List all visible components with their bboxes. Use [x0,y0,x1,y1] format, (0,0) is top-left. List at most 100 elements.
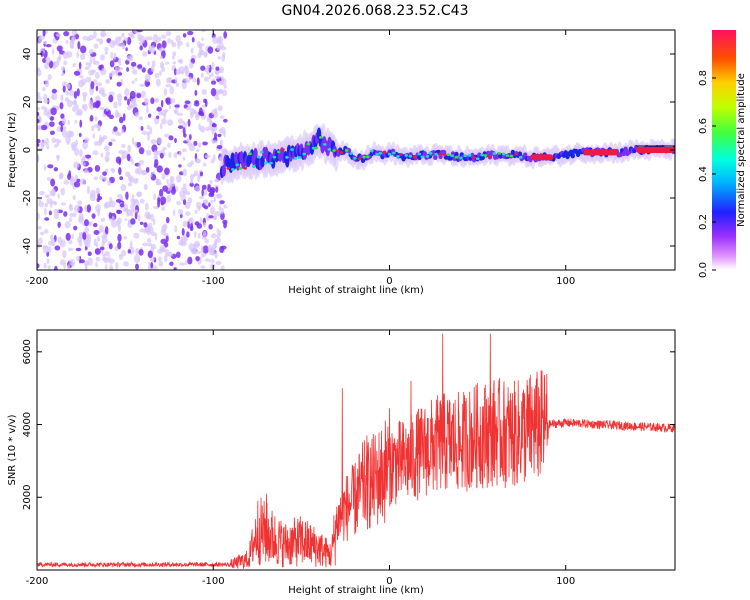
noise-blob [166,195,171,203]
noise-blob [65,90,70,96]
noise-blob [131,66,135,70]
noise-blob [177,118,184,124]
noise-blob [132,69,138,75]
noise-blob [219,246,225,254]
noise-blob [96,38,100,42]
noise-blob [205,126,210,132]
noise-blob [217,105,223,112]
noise-blob [43,93,48,101]
noise-blob [154,72,160,79]
noise-blob [95,242,99,248]
noise-blob [75,247,82,252]
noise-blob [200,265,206,269]
noise-blob [203,76,210,82]
noise-blob [98,89,104,94]
noise-blob [221,89,228,97]
ridge-hotspot [442,153,447,157]
noise-blob [114,130,120,136]
noise-blob [51,48,55,55]
noise-blob [192,77,197,83]
noise-blob [143,183,148,191]
noise-blob [195,110,199,118]
noise-blob [187,256,193,265]
noise-blob [57,139,62,144]
noise-blob [154,159,159,166]
noise-blob [171,42,177,48]
noise-blob [37,92,41,97]
noise-blob [80,45,87,54]
noise-blob [72,212,77,218]
ridge-hotspot [446,153,451,157]
noise-blob [176,112,184,116]
noise-blob [220,265,225,270]
ridge-hotspot [514,152,519,156]
noise-blob [129,176,135,184]
ridge-hotspot [487,155,492,159]
ridge-hotspot [375,153,379,156]
ridge-hotspot [362,155,366,159]
noise-blob [126,55,132,62]
noise-blob [37,95,42,102]
noise-blob [217,133,222,138]
noise-blob [48,210,52,216]
noise-blob [87,251,92,256]
noise-blob [98,224,104,233]
noise-blob [68,89,75,97]
noise-blob [182,156,186,161]
noise-blob [161,67,166,73]
noise-blob [143,222,148,228]
noise-blob [191,37,195,43]
noise-blob [162,185,168,192]
noise-blob [126,98,130,106]
noise-blob [37,225,42,230]
noise-blob [161,40,167,49]
ridge-hotspot [281,148,285,152]
noise-blob [63,31,70,37]
noise-blob [198,123,201,131]
noise-blob [44,194,50,198]
noise-blob [94,116,98,122]
noise-blob [216,89,224,95]
noise-blob [45,43,52,48]
noise-blob [40,141,45,149]
noise-blob [163,113,166,118]
noise-blob [38,36,42,44]
noise-blob [145,105,149,114]
noise-blob [111,168,116,173]
x-tick-label: -200 [26,576,49,587]
noise-blob [141,170,147,175]
ridge-hotspot [339,151,344,154]
noise-blob [220,207,224,215]
noise-blob [182,168,187,177]
ridge-hotspot [408,154,413,158]
noise-blob [187,30,194,36]
noise-blob [163,88,168,96]
noise-blob [185,191,191,196]
noise-blob [103,202,109,209]
noise-blob [134,211,138,220]
noise-blob [146,237,152,243]
noise-blob [61,117,67,125]
noise-blob [80,78,87,85]
y-tick-label: 40 [22,48,33,61]
ridge-hotspot [501,152,506,156]
noise-blob [159,245,166,252]
noise-blob [126,153,131,162]
noise-blob [144,73,151,82]
noise-blob [174,225,178,233]
noise-blob [51,88,57,94]
noise-blob [184,64,188,71]
colorbar-gradient [712,30,736,270]
noise-blob [184,79,190,84]
noise-blob [53,265,58,270]
noise-blob [181,81,187,90]
noise-blob [167,38,172,44]
noise-blob [161,206,166,211]
noise-blob [44,217,50,221]
ridge-hotspot [387,152,392,156]
noise-blob [209,188,215,196]
noise-blob [141,90,146,98]
noise-blob [64,97,70,103]
noise-blob [70,141,77,149]
colorbar-tick-label: 0.6 [698,118,709,134]
